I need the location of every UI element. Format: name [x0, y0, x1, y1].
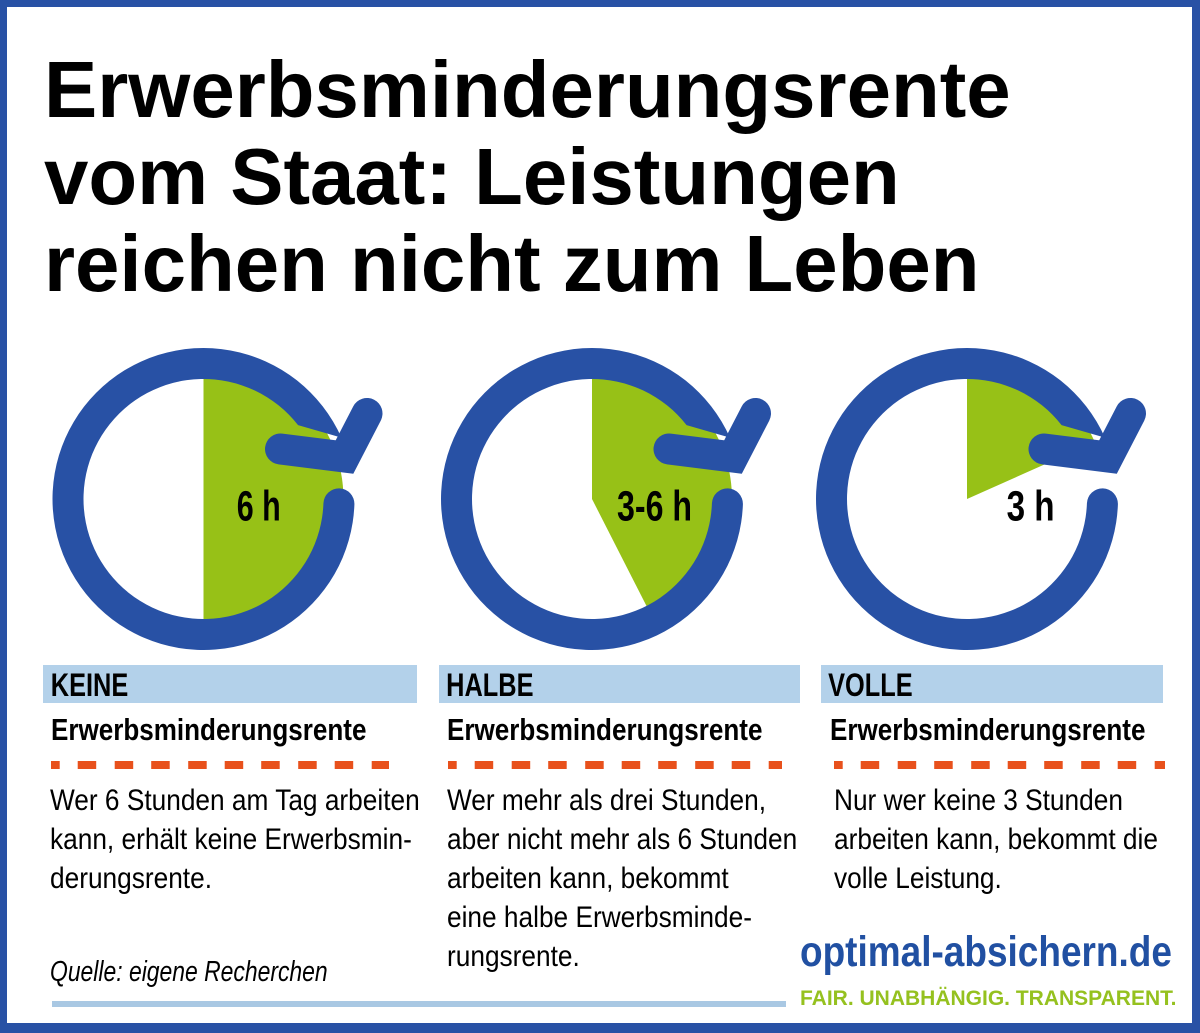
svg-text:3-6 h: 3-6 h [617, 483, 692, 531]
svg-text:6 h: 6 h [237, 483, 281, 531]
svg-text:3 h: 3 h [1007, 483, 1055, 531]
